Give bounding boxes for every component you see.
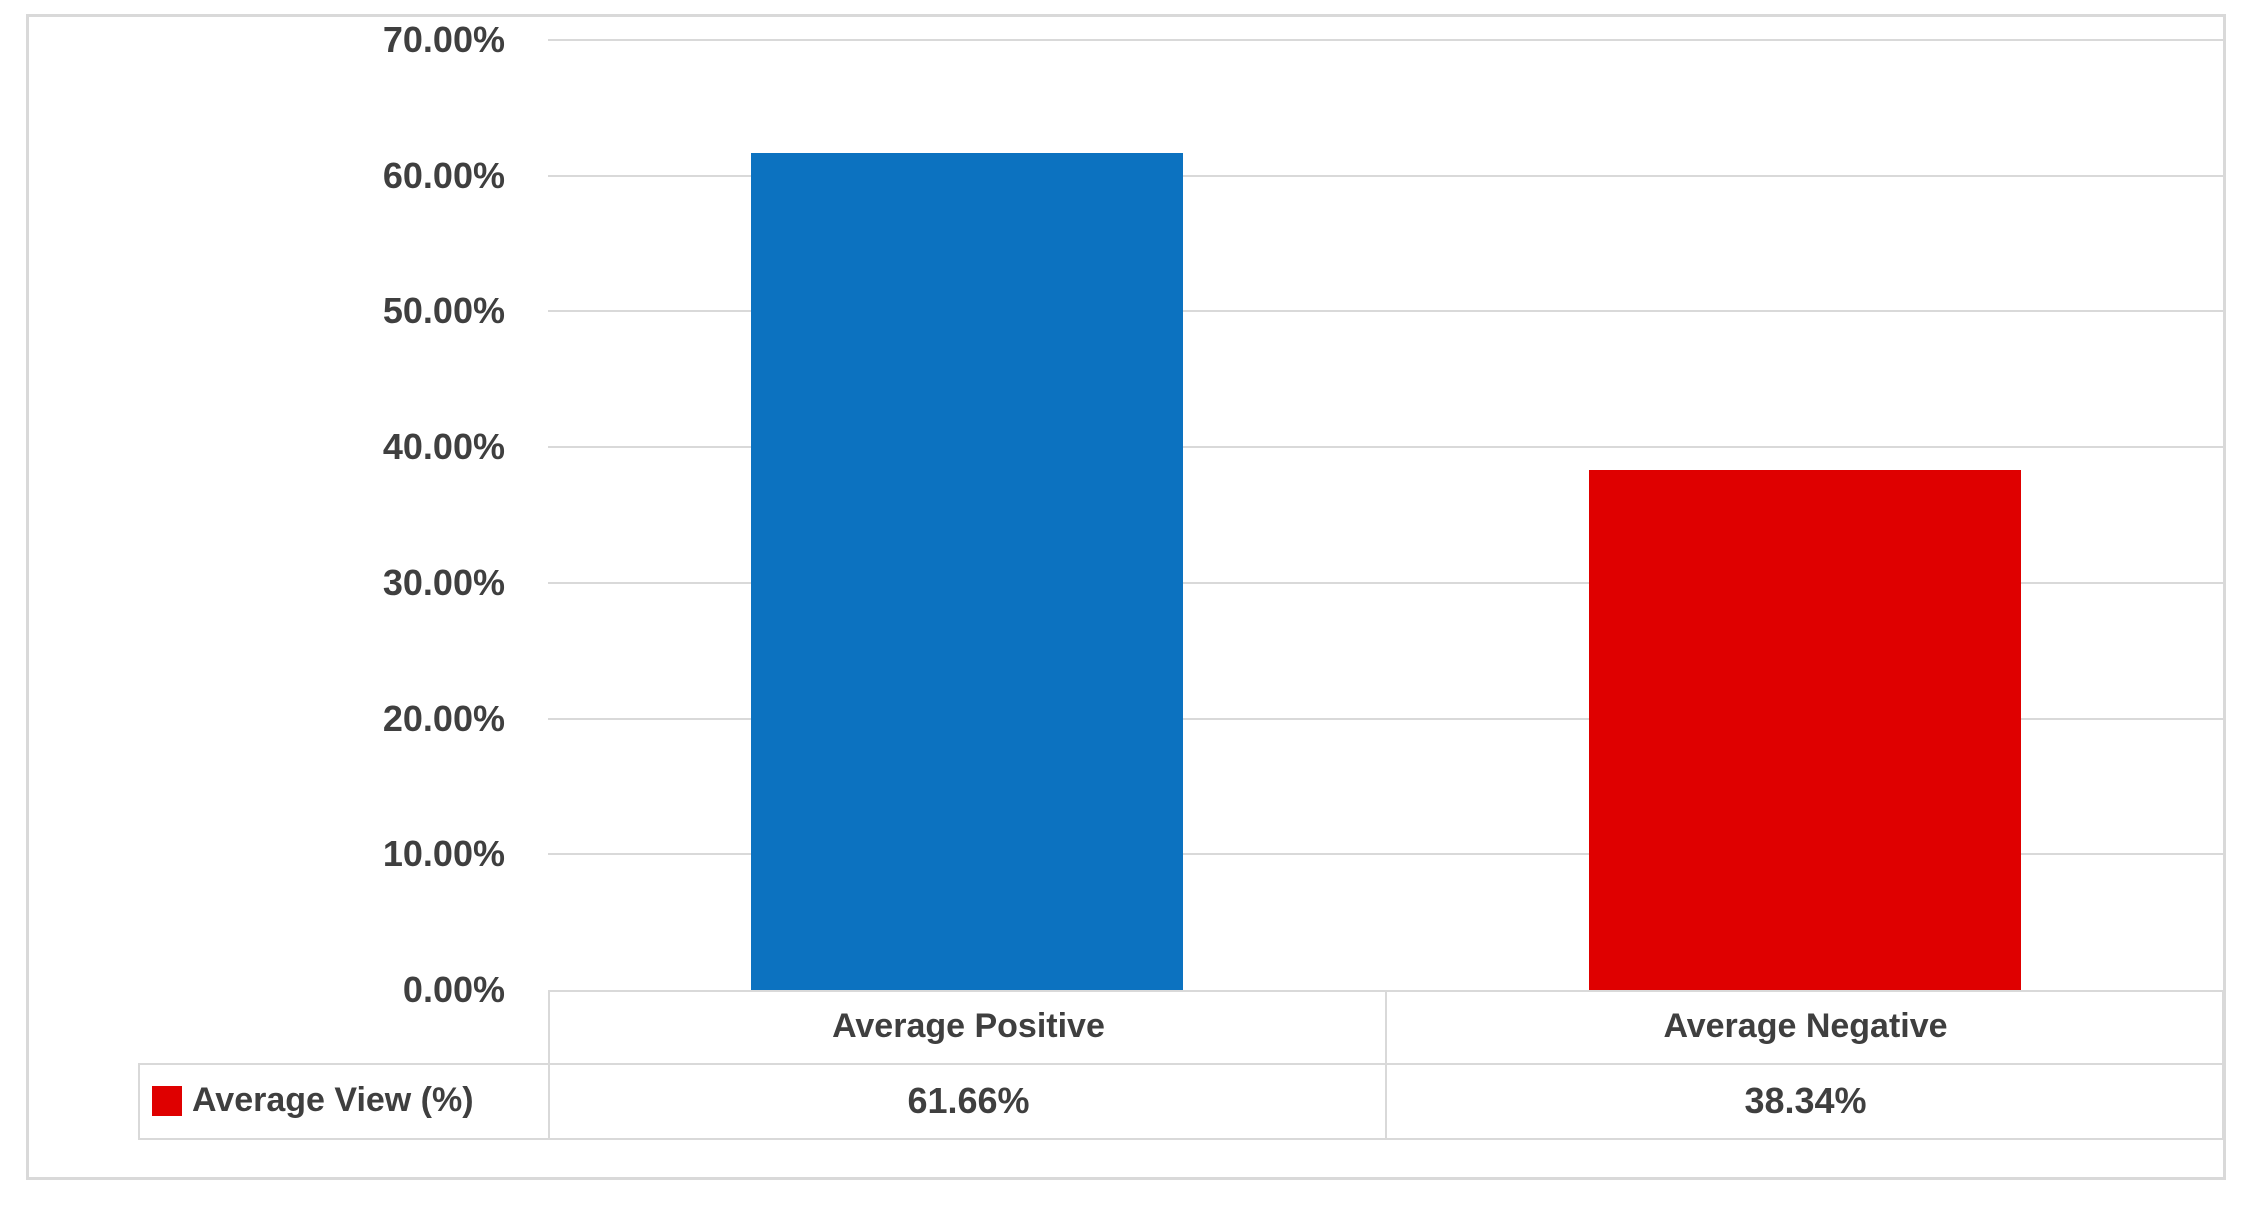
- legend-series-label: Average View (%): [192, 1081, 474, 1119]
- table-line-center-divider: [1385, 990, 1387, 1140]
- y-gridline: [548, 853, 2224, 855]
- bar-average-negative: [1589, 470, 2021, 990]
- legend-marker-icon: [152, 1085, 182, 1116]
- y-axis-tick-label: 30.00%: [382, 562, 505, 603]
- value-cell-average-negative: 38.34%: [1744, 1080, 1867, 1121]
- value-cell-average-positive: 61.66%: [907, 1080, 1030, 1121]
- y-axis-tick-label: 60.00%: [382, 155, 505, 196]
- y-axis-tick-label: 50.00%: [382, 290, 505, 331]
- y-gridline: [548, 39, 2224, 41]
- table-line-bottom: [138, 1138, 2224, 1140]
- y-axis-tick-label: 20.00%: [382, 698, 505, 739]
- category-label-average-negative: Average Negative: [1663, 1007, 1948, 1045]
- y-axis-tick-label: 40.00%: [382, 426, 505, 467]
- y-gridline: [548, 310, 2224, 312]
- y-gridline: [548, 582, 2224, 584]
- y-axis-tick-label: 10.00%: [382, 833, 505, 874]
- table-line-legend-left: [138, 1063, 140, 1140]
- y-gridline: [548, 446, 2224, 448]
- y-gridline: [548, 175, 2224, 177]
- table-line-right: [2222, 990, 2224, 1140]
- y-axis-tick-label: 0.00%: [402, 969, 505, 1010]
- category-label-average-positive: Average Positive: [832, 1007, 1105, 1045]
- bar-average-positive: [751, 153, 1183, 990]
- y-gridline: [548, 718, 2224, 720]
- legend-cell: Average View (%): [138, 1063, 550, 1138]
- table-line-middle: [138, 1063, 2224, 1065]
- table-line-left: [548, 990, 550, 1140]
- y-axis-tick-label: 70.00%: [382, 19, 505, 60]
- table-line-top: [550, 990, 2224, 992]
